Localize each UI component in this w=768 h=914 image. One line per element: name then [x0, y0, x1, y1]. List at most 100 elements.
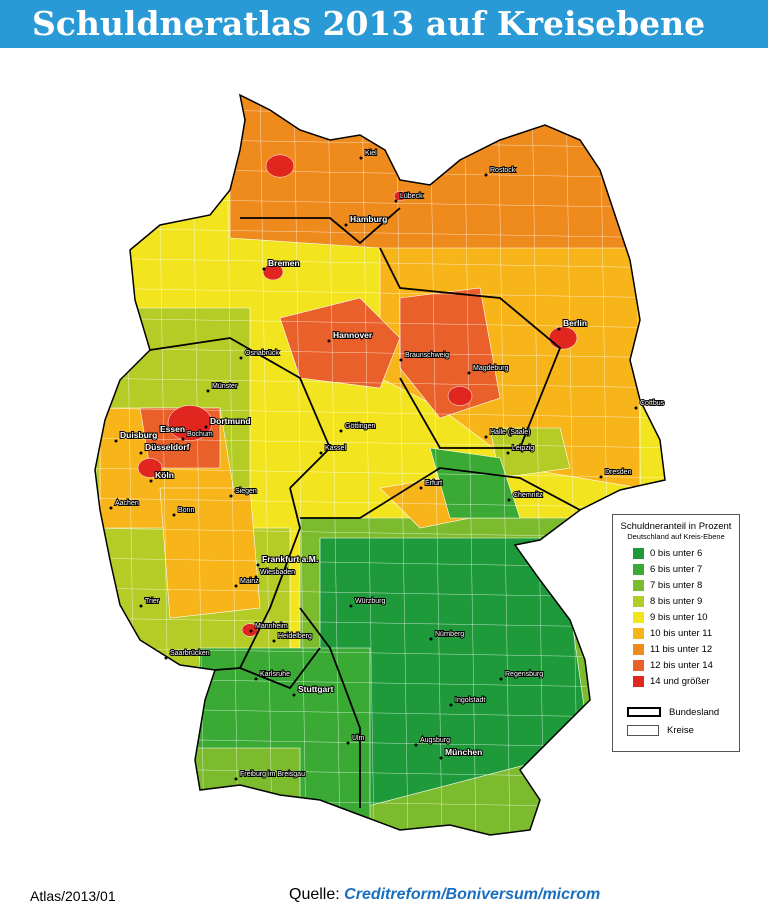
source: microm — [542, 886, 601, 903]
district-border — [95, 227, 665, 239]
city-dot — [229, 494, 233, 498]
city-label: Ulm — [352, 735, 365, 742]
city-label: Berlin — [563, 318, 587, 328]
city-dot — [467, 371, 471, 375]
city-dot — [339, 429, 343, 433]
region — [159, 487, 261, 619]
city-label: Siegen — [235, 488, 257, 495]
district-border — [259, 95, 273, 835]
spacer — [613, 689, 739, 703]
city-label: Osnabrück — [245, 350, 279, 357]
city-dot — [149, 479, 153, 483]
map: Kiel Rostock Lübeck Hamburg Bremen Berlin Hann… — [94, 93, 666, 836]
legend-label: 0 bis unter 6 — [650, 547, 703, 559]
city-label: Münster — [212, 383, 238, 390]
legend-swatch — [633, 563, 644, 575]
city-label: Würzburg — [355, 598, 385, 605]
district-border — [95, 287, 665, 299]
source: Creditreform — [344, 886, 442, 903]
city-dot — [507, 498, 511, 502]
city-dot — [164, 656, 168, 660]
legend-label: 9 bis unter 10 — [650, 611, 708, 623]
district-border — [95, 647, 665, 659]
state-border — [239, 647, 321, 690]
city-label: Dresden — [605, 469, 632, 476]
state-border — [300, 467, 581, 519]
city-label: Leipzig — [512, 445, 534, 452]
city-label: Chemnitz — [513, 492, 543, 499]
state-border — [299, 607, 361, 808]
legend-swatch — [633, 627, 644, 639]
city-dot — [239, 356, 243, 360]
city-dot — [292, 693, 296, 697]
district-border — [95, 827, 665, 835]
legend-label: 6 bis unter 7 — [650, 563, 703, 575]
city-dot — [154, 433, 158, 437]
hotspot — [137, 458, 163, 478]
city-dot — [419, 486, 423, 490]
hotspot — [393, 190, 407, 202]
city-label: Bochum — [187, 431, 213, 438]
city-dot — [206, 389, 210, 393]
title: Schuldneratlas 2013 auf Kreisebene — [32, 4, 706, 43]
city-label: Essen — [160, 424, 185, 434]
title-bar: Schuldneratlas 2013 auf Kreisebene — [0, 0, 768, 48]
city-dot — [249, 629, 253, 633]
city-label: Duisburg — [120, 430, 157, 440]
footer-sources: Quelle: Creditreform/Boniversum/microm — [289, 886, 600, 904]
city-dot — [439, 756, 443, 760]
city-dot — [506, 451, 510, 455]
legend-item: 14 und größer — [613, 673, 739, 689]
city-dot — [181, 437, 185, 441]
district-border — [95, 437, 665, 449]
city-label: Köln — [155, 470, 174, 480]
separator: / — [537, 886, 543, 903]
city-label: Lübeck — [400, 193, 423, 200]
city-label: Cottbus — [640, 400, 665, 407]
district-border — [327, 95, 341, 835]
city-label: Kassel — [325, 445, 346, 452]
city-dot — [254, 575, 258, 579]
legend-subtitle: Deutschland auf Kreis-Ebene — [627, 532, 725, 541]
state-borders — [149, 207, 581, 808]
city-dot — [139, 451, 143, 455]
legend-item: 12 bis unter 14 — [613, 657, 739, 673]
city-dot — [234, 584, 238, 588]
city-label: Augsburg — [420, 737, 450, 744]
legend-swatch — [633, 611, 644, 623]
regions — [95, 95, 665, 835]
city-dot — [414, 743, 418, 747]
legend-border-row: Bundesland — [613, 703, 739, 721]
city-dot — [172, 513, 176, 517]
state-border — [379, 247, 562, 449]
city-dot — [394, 199, 398, 203]
city-label: Trier — [145, 598, 160, 605]
city-label: Nürnberg — [435, 631, 464, 638]
city-dot — [234, 777, 238, 781]
legend-item: 0 bis unter 6 — [613, 545, 739, 561]
city-label: Frankfurt a.M. — [262, 554, 318, 564]
city-label: Regensburg — [505, 671, 543, 678]
legend-item: 10 bis unter 11 — [613, 625, 739, 641]
city-label: Rostock — [490, 167, 516, 174]
city-dot — [349, 604, 353, 608]
region — [189, 747, 301, 835]
district-border — [95, 257, 665, 269]
legend-label: Kreise — [667, 724, 694, 736]
city-label: Erfurt — [425, 480, 442, 487]
legend-border-row: Kreise — [613, 721, 739, 739]
legend-swatch — [633, 595, 644, 607]
city-dot — [429, 637, 433, 641]
legend-items: 0 bis unter 6 6 bis unter 7 7 bis unter 8 8… — [613, 545, 739, 689]
city-dot — [499, 677, 503, 681]
city-dot — [599, 475, 603, 479]
swatch — [627, 724, 659, 736]
legend-item: 8 bis unter 9 — [613, 593, 739, 609]
state-border — [149, 337, 332, 489]
legend-item: 11 bis unter 12 — [613, 641, 739, 657]
footer-code: Atlas/2013/01 — [30, 888, 116, 904]
legend-label: 8 bis unter 9 — [650, 595, 703, 607]
city-label: Braunschweig — [405, 352, 449, 359]
legend-label: 11 bis unter 12 — [650, 643, 713, 655]
